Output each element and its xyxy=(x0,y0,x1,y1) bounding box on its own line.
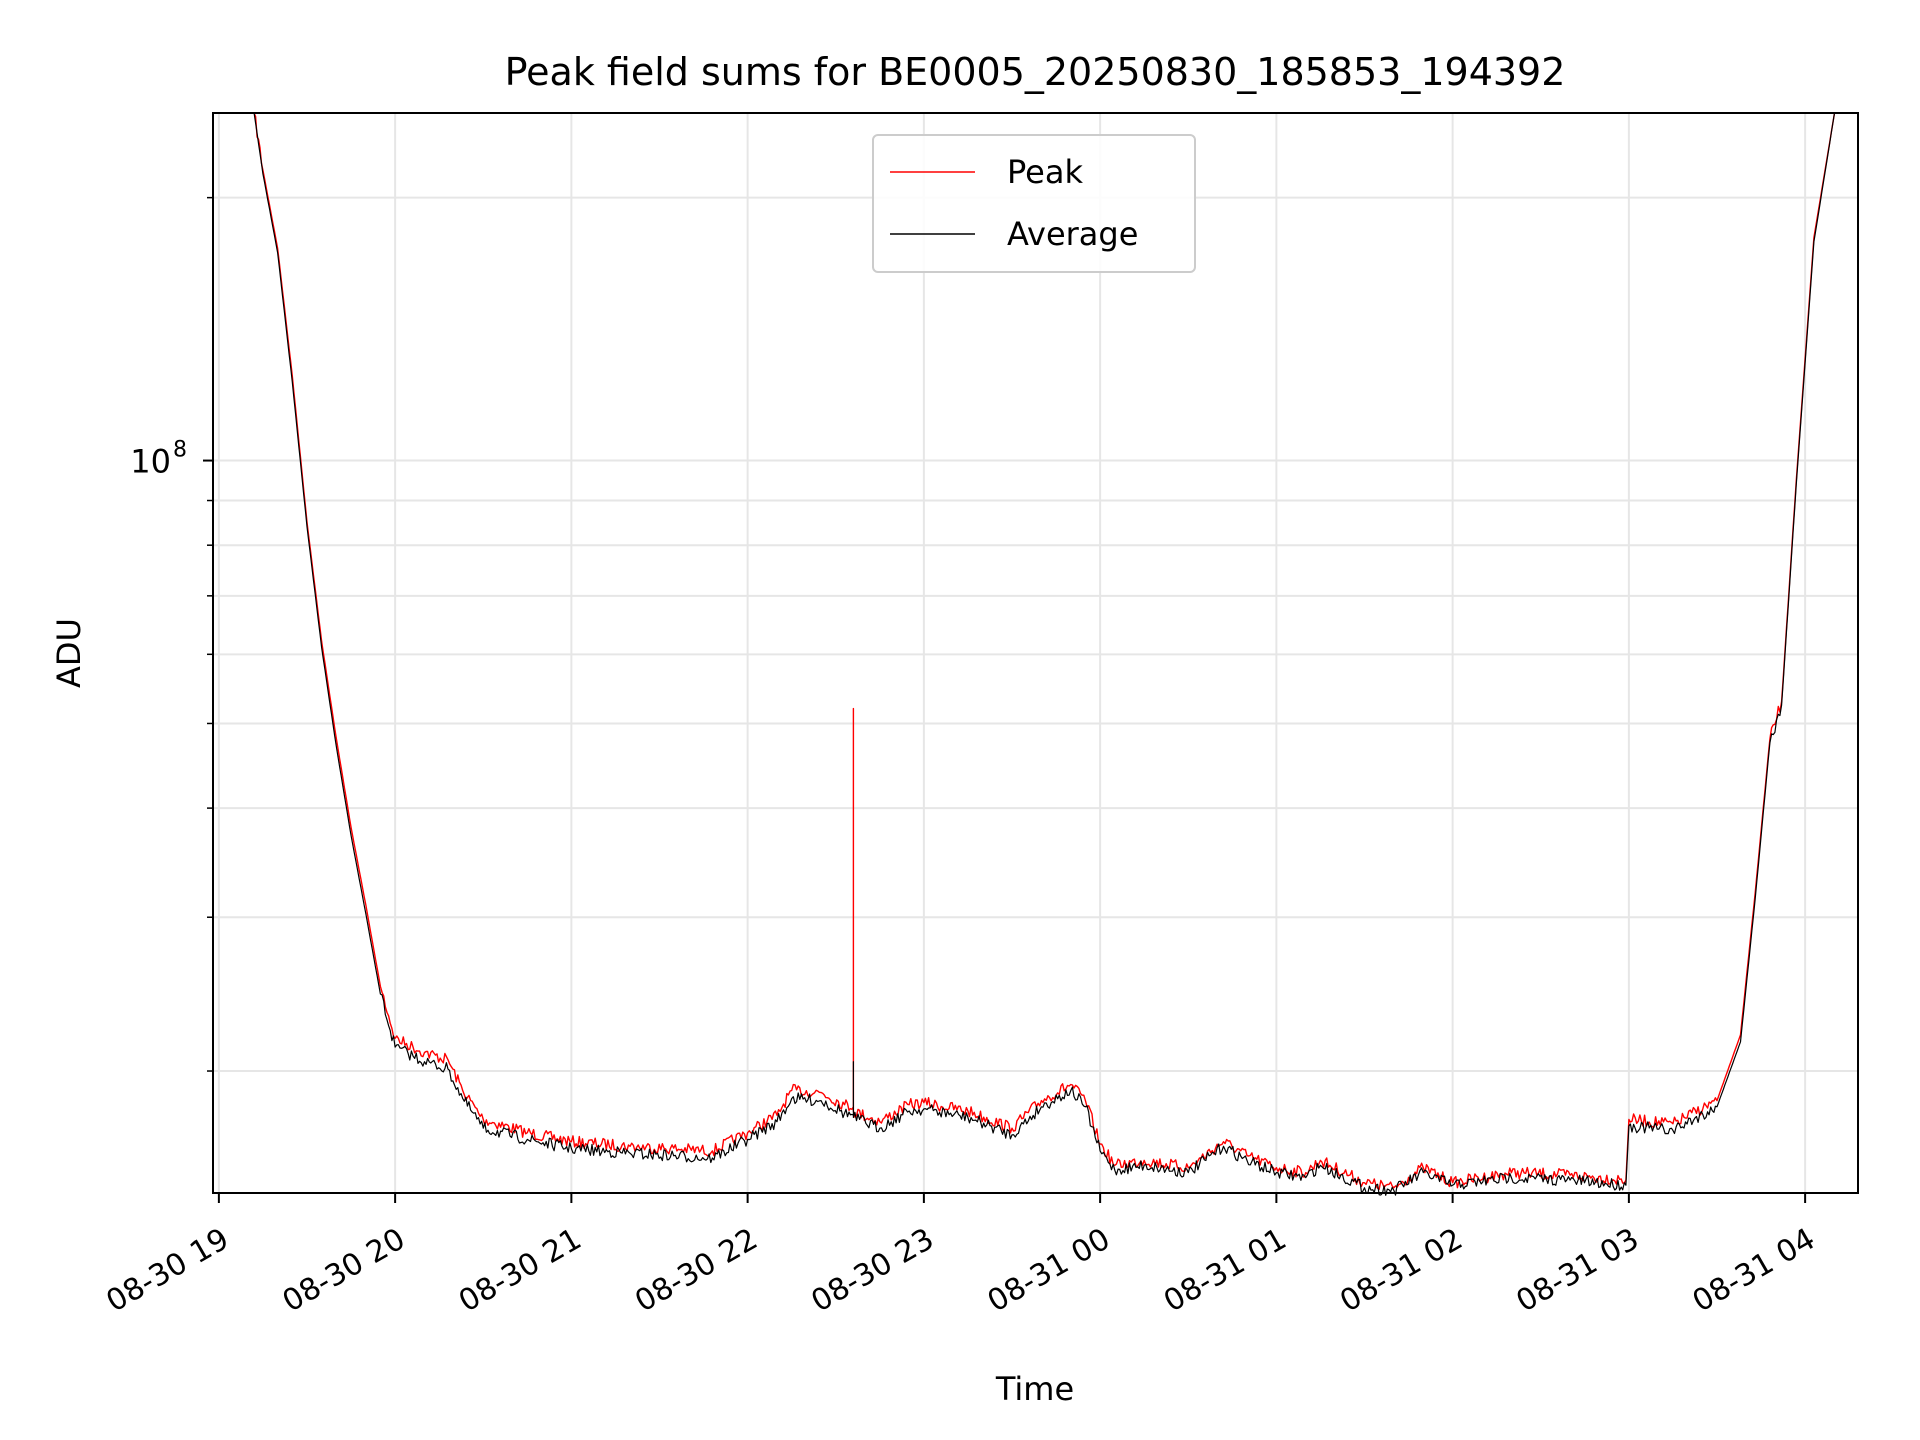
legend-label-average: Average xyxy=(1007,215,1138,253)
x-axis-label: Time xyxy=(995,1370,1074,1408)
legend-label-peak: Peak xyxy=(1007,153,1083,191)
legend: Peak Average xyxy=(872,134,1196,273)
y-axis: 10 8 xyxy=(130,196,213,1072)
series-line-average xyxy=(253,112,1836,1196)
legend-box xyxy=(872,134,1196,273)
y-axis-label: ADU xyxy=(50,618,88,688)
grid xyxy=(213,113,1858,1193)
series-line-peak xyxy=(253,112,1836,1190)
y-tick-label-base: 10 xyxy=(130,443,171,481)
y-tick-label-exponent: 8 xyxy=(173,438,187,463)
chart-title: Peak field sums for BE0005_20250830_1858… xyxy=(505,50,1566,94)
series-layer xyxy=(253,112,1836,1196)
plot-frame xyxy=(212,112,1859,1194)
